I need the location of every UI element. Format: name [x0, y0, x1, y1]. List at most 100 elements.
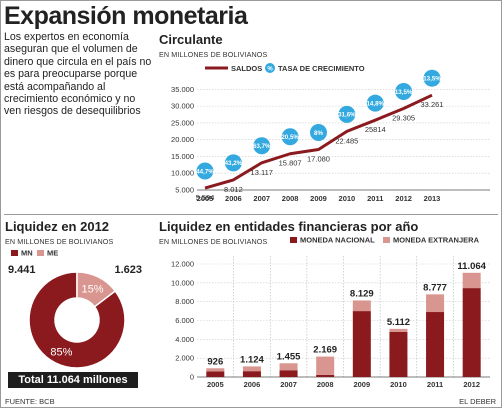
x-tick-label: 2007 — [280, 380, 297, 389]
legend-me-swatch — [383, 237, 390, 243]
bar-mn — [316, 374, 335, 377]
tasa-bubble — [366, 94, 384, 112]
tasa-value-label: 31,6% — [338, 112, 356, 119]
x-tick-label: 2008 — [282, 194, 299, 203]
bar-me — [316, 356, 335, 375]
y-tick-label: 10.000 — [171, 278, 194, 287]
x-tick-label: 2012 — [463, 380, 480, 389]
saldos-value-label: 13.117 — [251, 168, 273, 177]
donut-percent-me: 15% — [82, 284, 104, 296]
bar-total-label: 5.112 — [387, 317, 410, 328]
bar-total-label: 8.777 — [423, 282, 447, 293]
me-value-label: 1.623 — [114, 264, 142, 276]
bar-total-label: 1.455 — [277, 351, 301, 362]
saldos-value-label: 33.261 — [421, 100, 444, 109]
circulante-subtitle: EN MILLONES DE BOLIVIANOS — [159, 50, 268, 59]
bar-mn — [352, 311, 371, 377]
bar-mn — [389, 331, 408, 377]
tasa-bubble — [338, 105, 356, 123]
main-title: Expansión monetaria — [4, 2, 248, 30]
y-tick-label: 5.000 — [175, 186, 194, 195]
bar-total-label: 11.064 — [457, 261, 486, 272]
bar-mn — [426, 312, 445, 377]
legend-me-swatch — [37, 250, 44, 256]
x-tick-label: 2005 — [197, 194, 214, 203]
liquidez-bar-chart: MONEDA NACIONAL MONEDA EXTRANJERA 0 2.000 4.… — [171, 236, 490, 389]
x-tick-label: 2006 — [244, 380, 261, 389]
saldos-value-label: 22.485 — [335, 136, 358, 145]
bar-me — [389, 328, 408, 332]
y-tick-label: 8.000 — [175, 297, 194, 306]
saldos-value-label: 25814 — [365, 125, 386, 134]
bar-total-label: 926 — [207, 356, 223, 367]
y-tick-label: 30.000 — [171, 102, 194, 111]
tasa-value-label: 13,5% — [423, 75, 441, 82]
x-tick-label: 2013 — [424, 194, 441, 203]
tasa-value-label: 20,5% — [281, 134, 299, 141]
bar-total-label: 1.124 — [240, 354, 264, 365]
intro-text: Los expertos en economía aseguran que el… — [4, 31, 152, 118]
bar-me — [206, 368, 225, 372]
y-tick-label: 20.000 — [171, 135, 194, 144]
x-tick-label: 2010 — [390, 380, 407, 389]
bar-me — [352, 300, 371, 312]
bar-mn — [242, 371, 261, 377]
legend-me-label: MONEDA EXTRANJERA — [393, 236, 480, 245]
y-tick-label: 12.000 — [171, 260, 194, 269]
x-tick-label: 2012 — [395, 194, 412, 203]
donut-slice-mn — [28, 271, 126, 369]
tasa-bubble — [395, 82, 413, 100]
donut-slice-me — [76, 271, 117, 308]
circulante-line-chart: 5.000 10.000 15.000 20.000 25.000 30.000 35.00… — [171, 63, 490, 203]
x-tick-label: 2008 — [317, 380, 334, 389]
tasa-value-label: 8% — [314, 130, 323, 137]
donut-percent-mn: 85% — [50, 346, 72, 358]
x-tick-label: 2009 — [310, 194, 327, 203]
saldos-line — [204, 93, 433, 190]
liquidez-donut-chart: MN ME 9.441 1.623 85% 15% — [8, 249, 142, 369]
y-tick-label: 35.000 — [171, 85, 194, 94]
bar-me — [462, 272, 481, 289]
tasa-bubble — [224, 154, 242, 172]
legend-me-label: ME — [47, 249, 58, 258]
tasa-bubble — [281, 128, 299, 146]
tasa-value-label: 13,5% — [395, 89, 413, 96]
tasa-value-label: 14,8% — [366, 100, 384, 107]
tasa-bubble — [253, 137, 271, 155]
saldos-value-label: 8.012 — [224, 185, 243, 194]
y-tick-label: 0 — [190, 373, 194, 382]
x-tick-label: 2010 — [339, 194, 356, 203]
mn-value-label: 9.441 — [8, 264, 36, 276]
x-tick-label: 2011 — [367, 194, 383, 203]
publisher-note: EL DEBER — [459, 397, 496, 406]
legend-mn-swatch — [11, 250, 18, 256]
saldos-value-label: 17.080 — [307, 154, 330, 163]
saldos-value-label: 29.305 — [392, 113, 415, 122]
y-tick-label: 25.000 — [171, 118, 194, 127]
tasa-bubble — [310, 123, 327, 141]
bar-total-label: 2.169 — [313, 345, 337, 356]
x-tick-label: 2007 — [253, 194, 270, 203]
bar-me — [426, 294, 445, 313]
y-tick-label: 15.000 — [171, 152, 194, 161]
tasa-value-label: 43,2% — [225, 160, 243, 167]
x-tick-label: 2006 — [225, 194, 242, 203]
legend-tasa-label: TASA DE CRECIMIENTO — [278, 64, 365, 73]
circulante-title: Circulante — [159, 32, 223, 47]
y-tick-label: 4.000 — [175, 335, 194, 344]
bar-mn — [206, 371, 225, 377]
y-tick-label: 10.000 — [171, 169, 194, 178]
tasa-bubble — [423, 69, 441, 87]
legend-mn-label: MN — [21, 249, 33, 258]
tasa-bubble — [196, 162, 214, 180]
bar-total-label: 8.129 — [350, 288, 374, 299]
bar-me — [242, 366, 261, 372]
section-divider — [4, 214, 498, 215]
total-label: Total 11.064 millones — [8, 372, 138, 388]
legend-tasa-symbol: % — [267, 67, 273, 73]
x-tick-label: 2011 — [427, 380, 443, 389]
y-tick-label: 2.000 — [175, 354, 194, 363]
legend-tasa-swatch — [265, 63, 275, 73]
x-tick-label: 2005 — [207, 380, 224, 389]
